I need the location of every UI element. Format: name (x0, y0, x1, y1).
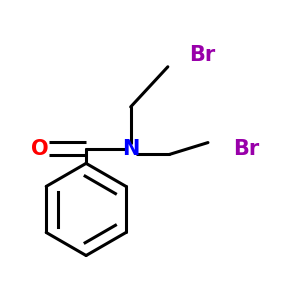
Text: Br: Br (189, 45, 215, 65)
Text: N: N (122, 139, 140, 158)
Text: O: O (31, 139, 49, 158)
Text: Br: Br (233, 139, 260, 158)
